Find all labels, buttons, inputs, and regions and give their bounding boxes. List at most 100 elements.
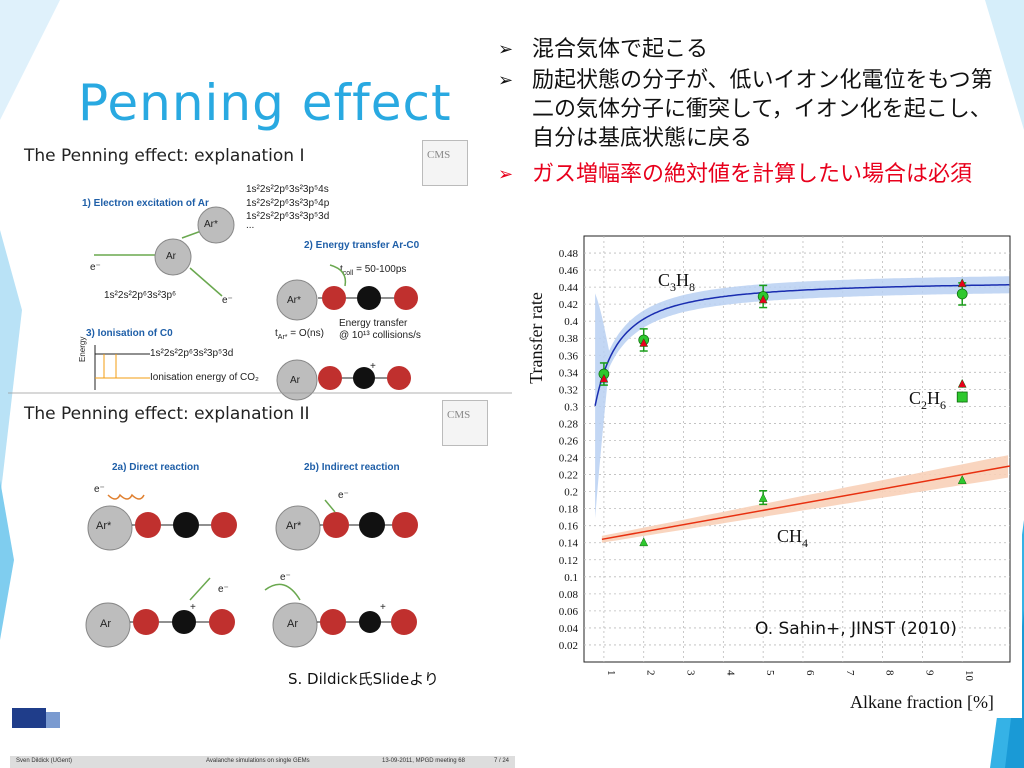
arrow-bullet-icon: ➢ xyxy=(498,70,514,91)
cms-logo: CMS xyxy=(422,140,468,186)
y-tick-label: 0.1 xyxy=(564,572,578,584)
ion-plus: + xyxy=(190,602,196,613)
x-tick-label: 9 xyxy=(923,670,935,676)
x-tick-label: 6 xyxy=(804,670,816,676)
config-ground: 1s²2s²2p⁶3s²3p⁶ xyxy=(104,290,177,301)
x-tick-label: 5 xyxy=(764,670,776,676)
ch4-point xyxy=(957,475,967,484)
c2h6-point xyxy=(956,391,968,403)
c3h8-point xyxy=(956,288,968,300)
y-tick-label: 0.14 xyxy=(559,538,579,550)
ion-plus: + xyxy=(380,602,386,613)
series-label-c3h8: C3H8 xyxy=(658,270,695,294)
y-tick-label: 0.34 xyxy=(559,367,579,379)
embedded-title-1: The Penning effect: explanation I xyxy=(24,146,305,166)
series-label-c2h6: C2H6 xyxy=(909,388,946,412)
c2h6-red-point xyxy=(957,378,967,388)
plot-frame xyxy=(583,235,1011,663)
y-tick-label: 0.08 xyxy=(559,589,579,601)
atom-ar-star: Ar* xyxy=(286,520,302,532)
t-ar-label: tAr* = O(ns) xyxy=(275,328,324,341)
electron-label: e⁻ xyxy=(94,484,105,495)
y-tick-label: 0.28 xyxy=(559,418,579,430)
x-tick-label: 3 xyxy=(685,670,697,676)
atom-ar-star: Ar* xyxy=(96,520,112,532)
atom-ar: Ar xyxy=(100,618,111,630)
atom-ar: Ar xyxy=(290,375,300,386)
y-axis-label: Transfer rate xyxy=(526,292,546,384)
ch4-fit-line xyxy=(601,465,1011,541)
electron-label: e⁻ xyxy=(90,262,101,273)
atom-ar: Ar xyxy=(287,618,298,630)
atom-ar-star: Ar* xyxy=(287,295,301,306)
y-tick-label: 0.12 xyxy=(559,555,578,567)
step-2-label: 2) Energy transfer Ar-C0 xyxy=(304,240,420,251)
chart-ticks: 0.02 0.04 0.06 0.08 0.1 0.12 0.14 0.16 0.18 0.2 0.… xyxy=(559,248,975,681)
y-tick-label: 0.04 xyxy=(559,623,579,635)
x-axis-label: Alkane fraction [%] xyxy=(850,692,994,712)
chart-grid xyxy=(583,235,1011,663)
config-4p: 1s²2s²2p⁶3s²3p⁵4p xyxy=(246,198,330,209)
atom-ar: Ar xyxy=(166,251,176,262)
y-tick-label: 0.02 xyxy=(559,640,578,652)
ch4-point xyxy=(639,537,649,547)
c3h8-red-point xyxy=(639,337,649,347)
y-tick-label: 0.36 xyxy=(559,350,579,362)
ion-plus: + xyxy=(370,361,376,372)
config-3d: 1s²2s²2p⁶3s²3p⁵3d xyxy=(246,211,330,222)
atom-ar-star: Ar* xyxy=(204,219,218,230)
y-tick-label: 0.26 xyxy=(559,435,579,447)
page-title: Penning effect xyxy=(78,74,452,132)
y-tick-label: 0.16 xyxy=(559,521,579,533)
step-2b-label: 2b) Indirect reaction xyxy=(304,462,400,473)
c3h8-red-point xyxy=(957,278,967,288)
electron-label: e⁻ xyxy=(338,490,349,501)
embedded-title-2: The Penning effect: explanation II xyxy=(24,404,310,424)
electron-label: e⁻ xyxy=(222,295,233,306)
y-tick-label: 0.46 xyxy=(559,265,579,277)
y-tick-label: 0.42 xyxy=(559,299,578,311)
chart-marks xyxy=(598,278,968,547)
x-tick-label: 10 xyxy=(963,670,975,682)
config-dots: ... xyxy=(246,220,255,231)
chart-curves xyxy=(594,284,1011,541)
ionisation-energy-label: Ionisation energy of CO₂ xyxy=(150,372,259,383)
series-label-ch4: CH4 xyxy=(777,526,808,550)
transfer-rate-chart: 0.02 0.04 0.06 0.08 0.1 0.12 0.14 0.16 0.18 0.2 0.… xyxy=(512,228,1022,718)
c3h8-red-point xyxy=(758,294,768,304)
cms-logo: CMS xyxy=(442,400,488,446)
y-tick-label: 0.18 xyxy=(559,504,579,516)
energy-transfer-label: Energy transfer xyxy=(339,318,408,329)
y-tick-label: 0.44 xyxy=(559,282,579,294)
c3h8-fit-curve xyxy=(594,284,1010,406)
ch4-point xyxy=(758,493,768,502)
arrow-bullet-icon: ➢ xyxy=(498,164,514,185)
embedded-footer: Sven Dildick (UGent) Avalanche simulatio… xyxy=(10,756,515,768)
step-3-label: 3) Ionisation of C0 xyxy=(86,328,173,339)
config-ion: 1s²2s²2p⁶3s²3p⁵3d xyxy=(150,348,234,359)
electron-label: e⁻ xyxy=(280,572,291,583)
y-tick-label: 0.32 xyxy=(559,384,578,396)
c3h8-red-point xyxy=(599,373,609,383)
config-4s: 1s²2s²2p⁶3s²3p⁵4s xyxy=(246,184,329,195)
t-coll-label: tcoll = 50-100ps xyxy=(340,264,407,277)
arrow-bullet-icon: ➢ xyxy=(498,39,514,60)
y-tick-label: 0.06 xyxy=(559,606,579,618)
step-2a-label: 2a) Direct reaction xyxy=(112,462,200,473)
citation: O. Sahin+, JINST (2010) xyxy=(755,619,957,639)
electron-label: e⁻ xyxy=(218,584,229,595)
y-tick-label: 0.38 xyxy=(559,333,579,345)
penning-diagram xyxy=(8,206,520,728)
y-tick-label: 0.4 xyxy=(564,316,578,328)
x-tick-label: 7 xyxy=(844,670,856,676)
y-tick-label: 0.2 xyxy=(564,487,578,499)
x-tick-label: 1 xyxy=(605,670,617,676)
x-tick-label: 8 xyxy=(884,670,896,676)
y-tick-label: 0.22 xyxy=(559,470,578,482)
step-1-label: 1) Electron excitation of Ar xyxy=(82,198,209,209)
image-credit: S. Dildick氏Slideより xyxy=(288,670,439,688)
y-tick-label: 0.24 xyxy=(559,453,579,465)
y-tick-label: 0.3 xyxy=(564,401,578,413)
x-tick-label: 2 xyxy=(645,670,657,676)
x-tick-label: 4 xyxy=(724,670,736,676)
